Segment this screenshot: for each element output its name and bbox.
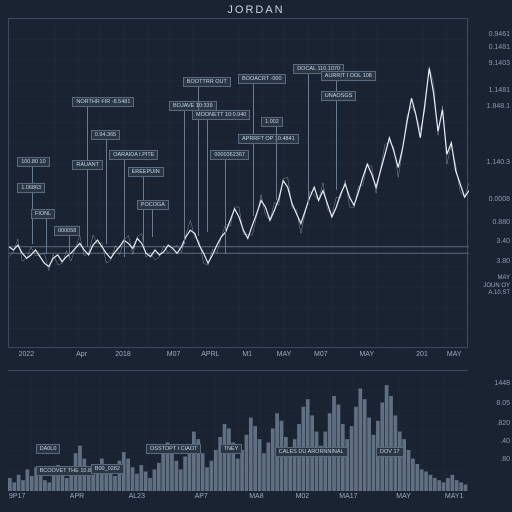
price-annotation: 1.06863 <box>17 183 45 193</box>
annotation-connector <box>152 210 153 238</box>
vol-x-tick-label: 9P17 <box>9 493 25 500</box>
y-tick-label: 0.1481 <box>489 44 510 51</box>
x-tick-label: MAY <box>447 351 462 358</box>
price-annotation: FIONL <box>31 209 55 219</box>
annotation-connector <box>336 101 337 190</box>
price-annotation: 0000362367 <box>210 150 249 160</box>
volume-annotation: B00_0282 <box>91 464 124 474</box>
vol-y-tick-label: .80 <box>500 456 510 463</box>
annotation-connector <box>207 120 208 232</box>
vol-x-tick-label: AL23 <box>129 493 145 500</box>
annotation-connector <box>87 170 88 247</box>
vol-x-tick-label: AP7 <box>195 493 208 500</box>
chart-title: JORDAN <box>227 4 284 16</box>
vol-x-tick-label: APR <box>70 493 84 500</box>
price-annotation: APRRFT OP 10.4841 <box>238 134 299 144</box>
y-tick-label: 1.1481 <box>489 87 510 94</box>
price-annotation: BOOACRT -000 <box>238 74 286 84</box>
volume-annotation: DA0L0 <box>36 444 61 454</box>
volume-annotation: BCOOVET THE 10.8 <box>36 466 95 476</box>
y-tick-label: 3.40 <box>496 238 510 245</box>
vol-x-tick-label: M02 <box>296 493 310 500</box>
vol-x-tick-label: MAY <box>396 493 411 500</box>
vol-y-tick-label: .820 <box>496 420 510 427</box>
price-annotation: 1.002 <box>261 117 283 127</box>
x-tick-label: 2018 <box>115 351 131 358</box>
vol-x-tick-label: MA17 <box>339 493 357 500</box>
annotation-connector <box>276 127 277 200</box>
x-tick-label: APRL <box>201 351 219 358</box>
x-tick-label: M1 <box>242 351 252 358</box>
vol-y-tick-label: 1448 <box>494 380 510 387</box>
y-tick-label: 3.80 <box>496 258 510 265</box>
volume-annotation: TNEY <box>220 444 243 454</box>
x-tick-label: 201 <box>416 351 428 358</box>
price-annotation: UNAOSGS <box>321 91 357 101</box>
vol-x-tick-label: MAY1 <box>445 493 464 500</box>
volume-annotation: DOV 17 <box>376 447 404 457</box>
volume-annotation: OSSTOPT I CIAOT <box>146 444 201 454</box>
price-annotation: AURRIT I OOL 108 <box>321 71 376 81</box>
y-tick-label: 1.140.3 <box>487 159 510 166</box>
vol-x-tick-label: MA8 <box>249 493 263 500</box>
annotation-connector <box>308 74 309 203</box>
annotation-connector <box>124 160 125 257</box>
price-annotation: BOOTTRR OUT <box>183 77 231 87</box>
volume-annotation: CALES DU ARORNNINAL <box>275 447 348 457</box>
x-tick-label: Apr <box>76 351 87 358</box>
x-tick-label: M07 <box>314 351 328 358</box>
vol-y-tick-label: .40 <box>500 438 510 445</box>
price-annotation: NORTHR FIR -8.5481 <box>72 97 134 107</box>
price-annotation: POCOGA <box>137 200 169 210</box>
x-tick-label: MAY <box>277 351 292 358</box>
annotation-connector <box>184 111 185 245</box>
y-tick-label: 0.9461 <box>489 31 510 38</box>
annotation-connector <box>225 160 226 254</box>
main-price-chart <box>8 18 468 348</box>
price-annotation: RAUANT <box>72 160 103 170</box>
x-tick-label: M07 <box>167 351 181 358</box>
price-annotation: BOJAVE 10:339 <box>169 101 217 111</box>
x-tick-label: MAY <box>359 351 374 358</box>
price-annotation: 0.94.365 <box>91 130 120 140</box>
annotation-connector <box>253 144 254 217</box>
x-tick-label: 2022 <box>19 351 35 358</box>
price-annotation: OARAIDA I.PITE <box>109 150 158 160</box>
right-date-label: MAYJOUN OYA.10.ST <box>483 275 510 297</box>
price-annotation: EREEPUIN <box>128 167 164 177</box>
price-line-svg <box>9 19 469 349</box>
annotation-connector <box>69 236 70 257</box>
price-annotation: 000058 <box>54 226 80 236</box>
price-annotation: MOONETT 10:0.940 <box>192 110 250 120</box>
y-tick-label: 1.848.1 <box>487 103 510 110</box>
vol-y-tick-label: 8.05 <box>496 400 510 407</box>
y-tick-label: 9.1403 <box>489 60 510 67</box>
annotation-connector <box>106 140 107 244</box>
annotation-connector <box>46 219 47 254</box>
y-tick-label: 0.880 <box>492 219 510 226</box>
price-annotation: 100.80 10 <box>17 157 49 167</box>
y-tick-label: 0.0008 <box>489 196 510 203</box>
